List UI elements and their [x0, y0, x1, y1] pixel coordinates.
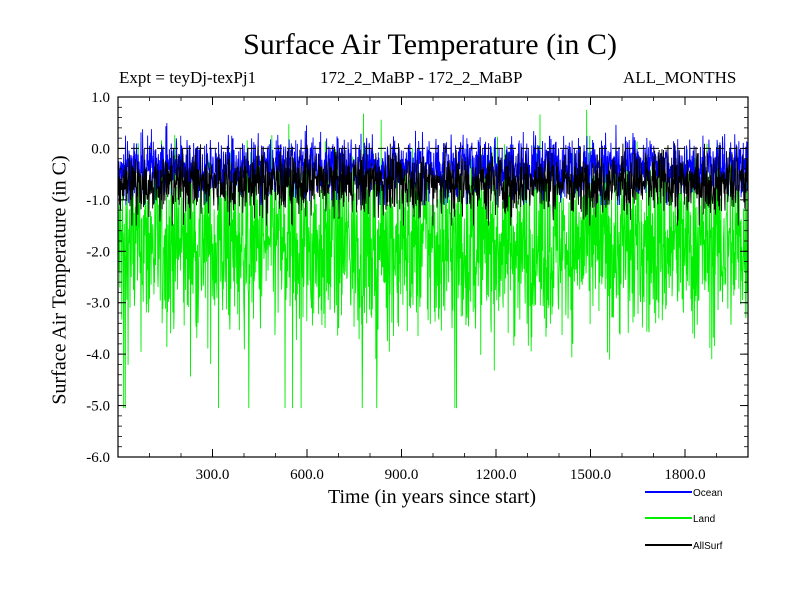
y-tick-label: -6.0: [86, 450, 110, 466]
y-tick-label: -2.0: [86, 244, 110, 260]
legend-label-allsurf: AllSurf: [693, 541, 723, 552]
x-tick-label: 1200.0: [475, 467, 516, 483]
legend-label-land: Land: [693, 514, 715, 525]
tick-layer: 1.0 0.0 -1.0 -2.0 -3.0 -4.0 -5.0 -6.0 300.0 600.0…: [86, 90, 748, 483]
legend-label-ocean: Ocean: [693, 488, 722, 499]
series-line-allsurf: [117, 143, 749, 226]
y-tick-label: -3.0: [86, 296, 110, 312]
legend: Ocean Land AllSurf: [645, 488, 723, 552]
series-layer: [117, 109, 749, 409]
x-axis-label: Time (in years since start): [327, 486, 537, 508]
x-tick-label: 1800.0: [664, 467, 705, 483]
y-tick-label: 1.0: [91, 90, 110, 106]
x-tick-label: 1500.0: [570, 467, 611, 483]
x-tick-label: 600.0: [290, 467, 324, 483]
y-tick-label: -1.0: [86, 193, 110, 209]
experiment-label: Expt = teyDj-texPj1: [119, 68, 257, 87]
period-label: ALL_MONTHS: [623, 68, 737, 87]
y-tick-label: -5.0: [86, 399, 110, 415]
chart-title: Surface Air Temperature (in C): [243, 28, 617, 61]
y-tick-label: 0.0: [91, 141, 110, 157]
chart-subtitle: 172_2_MaBP - 172_2_MaBP: [320, 68, 523, 87]
y-tick-label: -4.0: [86, 347, 110, 363]
x-tick-label: 900.0: [385, 467, 419, 483]
x-tick-label: 300.0: [196, 467, 230, 483]
